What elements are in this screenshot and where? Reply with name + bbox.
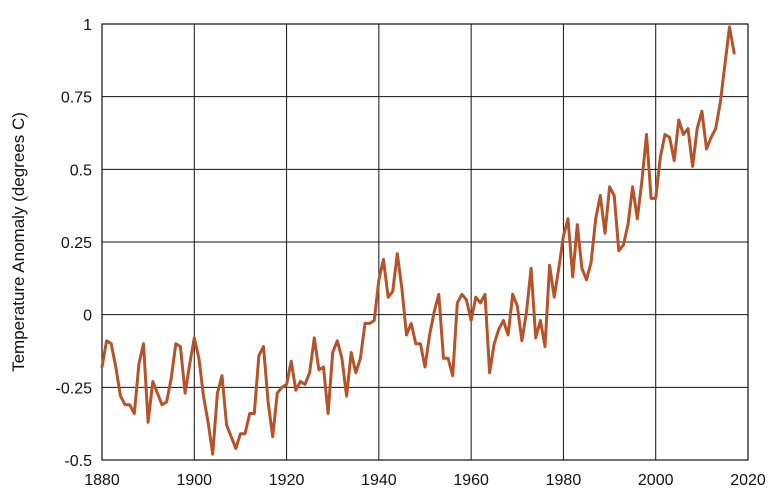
y-tick-label: 0 <box>83 308 92 325</box>
y-axis-label: Temperature Anomaly (degrees C) <box>9 112 28 372</box>
x-tick-label: 1900 <box>176 472 212 489</box>
y-tick-label: 0.25 <box>61 235 92 252</box>
y-tick-label: 0.5 <box>70 162 92 179</box>
y-tick-label: 1 <box>83 17 92 34</box>
x-tick-label: 1960 <box>453 472 489 489</box>
x-tick-labels: 1880 1900 1920 1940 1960 1980 2000 2020 <box>84 472 766 489</box>
y-tick-label: -0.5 <box>64 453 92 470</box>
x-tick-label: 1980 <box>546 472 582 489</box>
series-line-temperature-anomaly <box>100 25 736 456</box>
y-tick-label: -0.25 <box>56 380 93 397</box>
x-tick-label: 2000 <box>638 472 674 489</box>
plot-frame <box>101 23 749 461</box>
x-tick-label: 1920 <box>269 472 305 489</box>
y-tick-label: 0.75 <box>61 90 92 107</box>
y-tick-labels: 1 0.75 0.5 0.25 0 -0.25 -0.5 <box>56 17 93 470</box>
x-tick-label: 1940 <box>361 472 397 489</box>
x-tick-label: 1880 <box>84 472 120 489</box>
grid-layer <box>101 23 749 461</box>
x-tick-label: 2020 <box>730 472 766 489</box>
